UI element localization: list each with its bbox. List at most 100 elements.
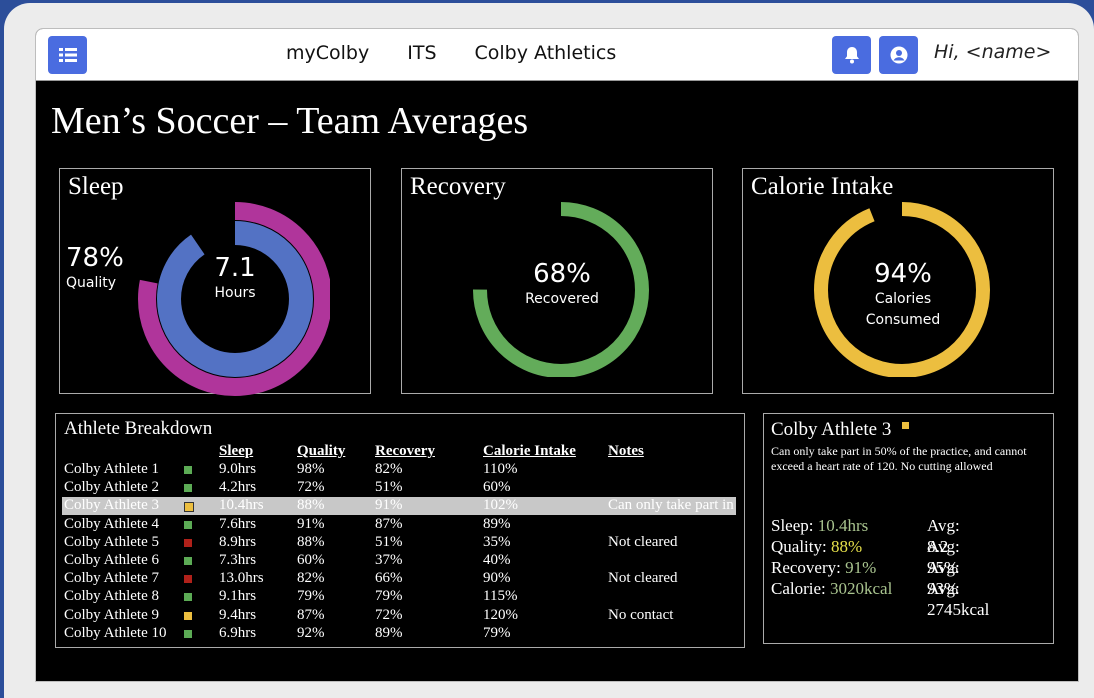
sleep-hours-value: 7.1	[214, 253, 256, 283]
athlete-name: Colby Athlete 8	[64, 588, 159, 605]
sleep-cell: 7.3hrs	[219, 552, 257, 568]
recovery-cell: 51%	[375, 533, 403, 550]
col-header-notes[interactable]: Notes	[608, 443, 644, 459]
recovery-cell: 89%	[375, 624, 403, 641]
athlete-row[interactable]: Colby Athlete 1 9.0hrs 98% 82% 110%	[62, 461, 736, 479]
athlete-name: Colby Athlete 7	[64, 570, 159, 587]
status-indicator	[184, 593, 192, 602]
quality-cell: 79%	[297, 588, 325, 605]
calorie-cell: 115%	[483, 588, 518, 605]
athlete-row[interactable]: Colby Athlete 6 7.3hrs 60% 37% 40%	[62, 552, 736, 570]
breakdown-header-row: Sleep Quality Recovery Calorie Intake No…	[62, 443, 736, 461]
athlete-name: Colby Athlete 2	[64, 479, 159, 496]
sleep-cell: 6.9hrs	[219, 624, 257, 641]
sleep-quality-label: Quality	[66, 275, 117, 291]
athlete-row[interactable]: Colby Athlete 3 10.4hrs 88% 91% 102% Can only…	[62, 497, 736, 516]
athlete-row[interactable]: Colby Athlete 10 6.9hrs 92% 89% 79%	[62, 625, 736, 643]
stat-average: Avg: 2745kcal	[927, 579, 990, 619]
athlete-name: Colby Athlete 4	[64, 515, 159, 532]
calorie-cell: 40%	[483, 552, 511, 568]
col-header-calorie-intake[interactable]: Calorie Intake	[483, 443, 576, 459]
recovery-cell: 37%	[375, 552, 403, 568]
status-indicator	[184, 502, 194, 513]
status-indicator	[184, 484, 192, 493]
sleep-cell: 9.0hrs	[219, 461, 257, 477]
athlete-name: Colby Athlete 5	[64, 533, 159, 550]
calorie-card: Calorie Intake 94% Calories Consumed	[742, 168, 1054, 394]
athlete-row[interactable]: Colby Athlete 8 9.1hrs 79% 79% 115%	[62, 588, 736, 606]
detail-stat-row: Recovery: 91% Avg: 93%	[771, 557, 960, 598]
calorie-label-2: Consumed	[865, 312, 941, 328]
sleep-quality: 78% Quality	[66, 243, 124, 294]
detail-athlete-name: Colby Athlete 3	[771, 419, 910, 441]
sleep-cell: 9.1hrs	[219, 588, 257, 605]
sleep-hours-label: Hours	[214, 285, 256, 301]
status-indicator	[184, 575, 192, 584]
top-nav-bar: myColby ITS Colby Athletics Hi, <name>	[36, 29, 1078, 81]
detail-stat-row: Sleep: 10.4hrs Avg: 8.2	[771, 515, 960, 556]
notifications-button[interactable]	[832, 36, 871, 74]
recovery-cell: 66%	[375, 570, 403, 587]
stat-value: 88%	[830, 537, 863, 556]
recovery-cell: 79%	[375, 588, 403, 605]
recovery-cell: 51%	[375, 479, 403, 496]
athlete-row[interactable]: Colby Athlete 2 4.2hrs 72% 51% 60%	[62, 479, 736, 497]
calorie-donut-chart	[814, 202, 990, 377]
menu-button[interactable]	[48, 36, 87, 74]
stat-average: Avg: 8.2	[927, 516, 960, 556]
nav-link-colby-athletics[interactable]: Colby Athletics	[474, 42, 617, 64]
stat-label: Recovery:	[771, 558, 846, 577]
profile-button[interactable]	[879, 36, 918, 74]
athlete-breakdown-panel: Athlete Breakdown Sleep Quality Recovery…	[55, 413, 745, 648]
sleep-cell: 4.2hrs	[219, 479, 257, 496]
page-title: Men’s Soccer – Team Averages	[51, 100, 529, 142]
nav-link-mycolby[interactable]: myColby	[286, 42, 370, 64]
calorie-cell: 110%	[483, 461, 518, 477]
sleep-card-title: Sleep	[68, 173, 124, 200]
notes-cell: No contact	[608, 606, 674, 623]
status-indicator	[184, 629, 192, 638]
calorie-card-title: Calorie Intake	[751, 173, 894, 200]
quality-cell: 88%	[297, 533, 325, 550]
recovery-card-title: Recovery	[410, 173, 506, 200]
athlete-row[interactable]: Colby Athlete 5 8.9hrs 88% 51% 35% Not cleare…	[62, 534, 736, 552]
quality-cell: 60%	[297, 552, 325, 568]
quality-cell: 72%	[297, 479, 325, 496]
quality-cell: 92%	[297, 624, 325, 641]
sleep-cell: 7.6hrs	[219, 515, 257, 532]
calorie-cell: 60%	[483, 479, 511, 496]
stat-value: 3020kcal	[830, 579, 893, 598]
detail-name-text: Colby Athlete 3	[771, 419, 892, 440]
stat-label: Quality:	[771, 537, 831, 556]
calorie-label-1: Calories	[874, 291, 932, 307]
status-indicator	[184, 557, 192, 565]
detail-stat-row: Calorie: 3020kcal Avg: 2745kcal	[771, 578, 989, 619]
athlete-detail-panel: Colby Athlete 3 Can only take part in 50…	[763, 413, 1054, 644]
quality-cell: 98%	[297, 461, 325, 477]
notes-cell: Not cleared	[608, 533, 678, 550]
breakdown-title: Athlete Breakdown	[64, 418, 213, 439]
nav-link-its[interactable]: ITS	[407, 42, 437, 64]
notes-cell: Not cleared	[608, 570, 678, 587]
quality-cell: 91%	[297, 515, 325, 532]
calorie-cell: 120%	[483, 606, 518, 623]
athlete-row[interactable]: Colby Athlete 4 7.6hrs 91% 87% 89%	[62, 516, 736, 534]
stat-value: 10.4hrs	[817, 516, 869, 535]
recovery-cell: 82%	[375, 461, 403, 477]
col-header-sleep[interactable]: Sleep	[219, 443, 254, 459]
sleep-quality-value: 78%	[66, 243, 124, 273]
recovery-value: 68%	[533, 259, 591, 289]
athlete-name: Colby Athlete 3	[64, 497, 159, 514]
athlete-name: Colby Athlete 1	[64, 461, 159, 477]
athlete-row[interactable]: Colby Athlete 9 9.4hrs 87% 72% 120% No contac…	[62, 607, 736, 625]
col-header-recovery[interactable]: Recovery	[375, 443, 435, 459]
detail-note: Can only take part in 50% of the practic…	[771, 444, 1027, 473]
sleep-cell: 9.4hrs	[219, 606, 257, 623]
calorie-cell: 89%	[483, 515, 511, 532]
quality-cell: 87%	[297, 606, 325, 623]
athlete-row[interactable]: Colby Athlete 7 13.0hrs 82% 66% 90% Not clear…	[62, 570, 736, 588]
stat-label: Sleep:	[771, 516, 818, 535]
col-header-quality[interactable]: Quality	[297, 443, 346, 459]
sleep-cell: 10.4hrs	[219, 497, 264, 514]
status-indicator	[184, 520, 192, 529]
